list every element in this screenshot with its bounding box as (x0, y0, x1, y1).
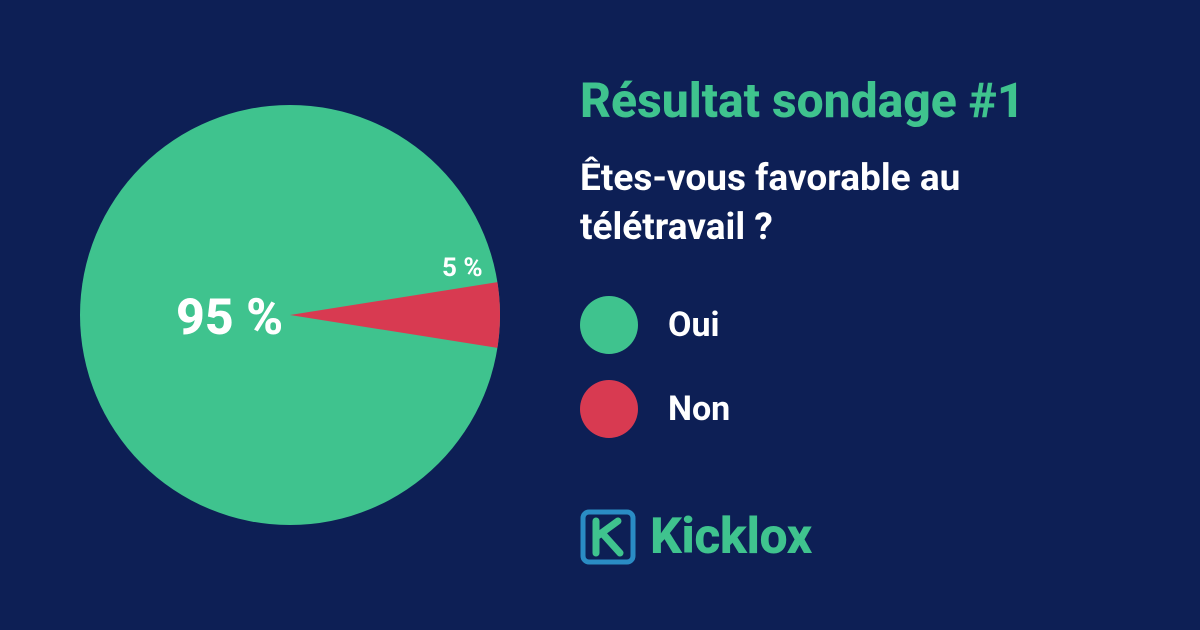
legend-item-non: Non (580, 380, 1140, 438)
legend: Oui Non (580, 296, 1140, 438)
survey-title: Résultat sondage #1 (580, 72, 1140, 129)
legend-label-non: Non (668, 389, 730, 429)
legend-swatch-oui (580, 296, 638, 354)
survey-question: Êtes-vous favorable au télétravail ? (580, 155, 1100, 251)
chart-panel: 95 % 5 % (0, 0, 580, 630)
pie-label-major: 95 % (176, 289, 283, 347)
legend-swatch-non (580, 380, 638, 438)
info-panel: Résultat sondage #1 Êtes-vous favorable … (580, 64, 1200, 565)
logo-text: Kicklox (650, 508, 812, 566)
legend-label-oui: Oui (668, 305, 719, 345)
legend-item-oui: Oui (580, 296, 1140, 354)
logo-mark-icon (580, 509, 636, 565)
pie-chart: 95 % 5 % (80, 105, 500, 525)
pie-label-minor: 5 % (442, 253, 483, 283)
brand-logo: Kicklox (580, 508, 1140, 566)
